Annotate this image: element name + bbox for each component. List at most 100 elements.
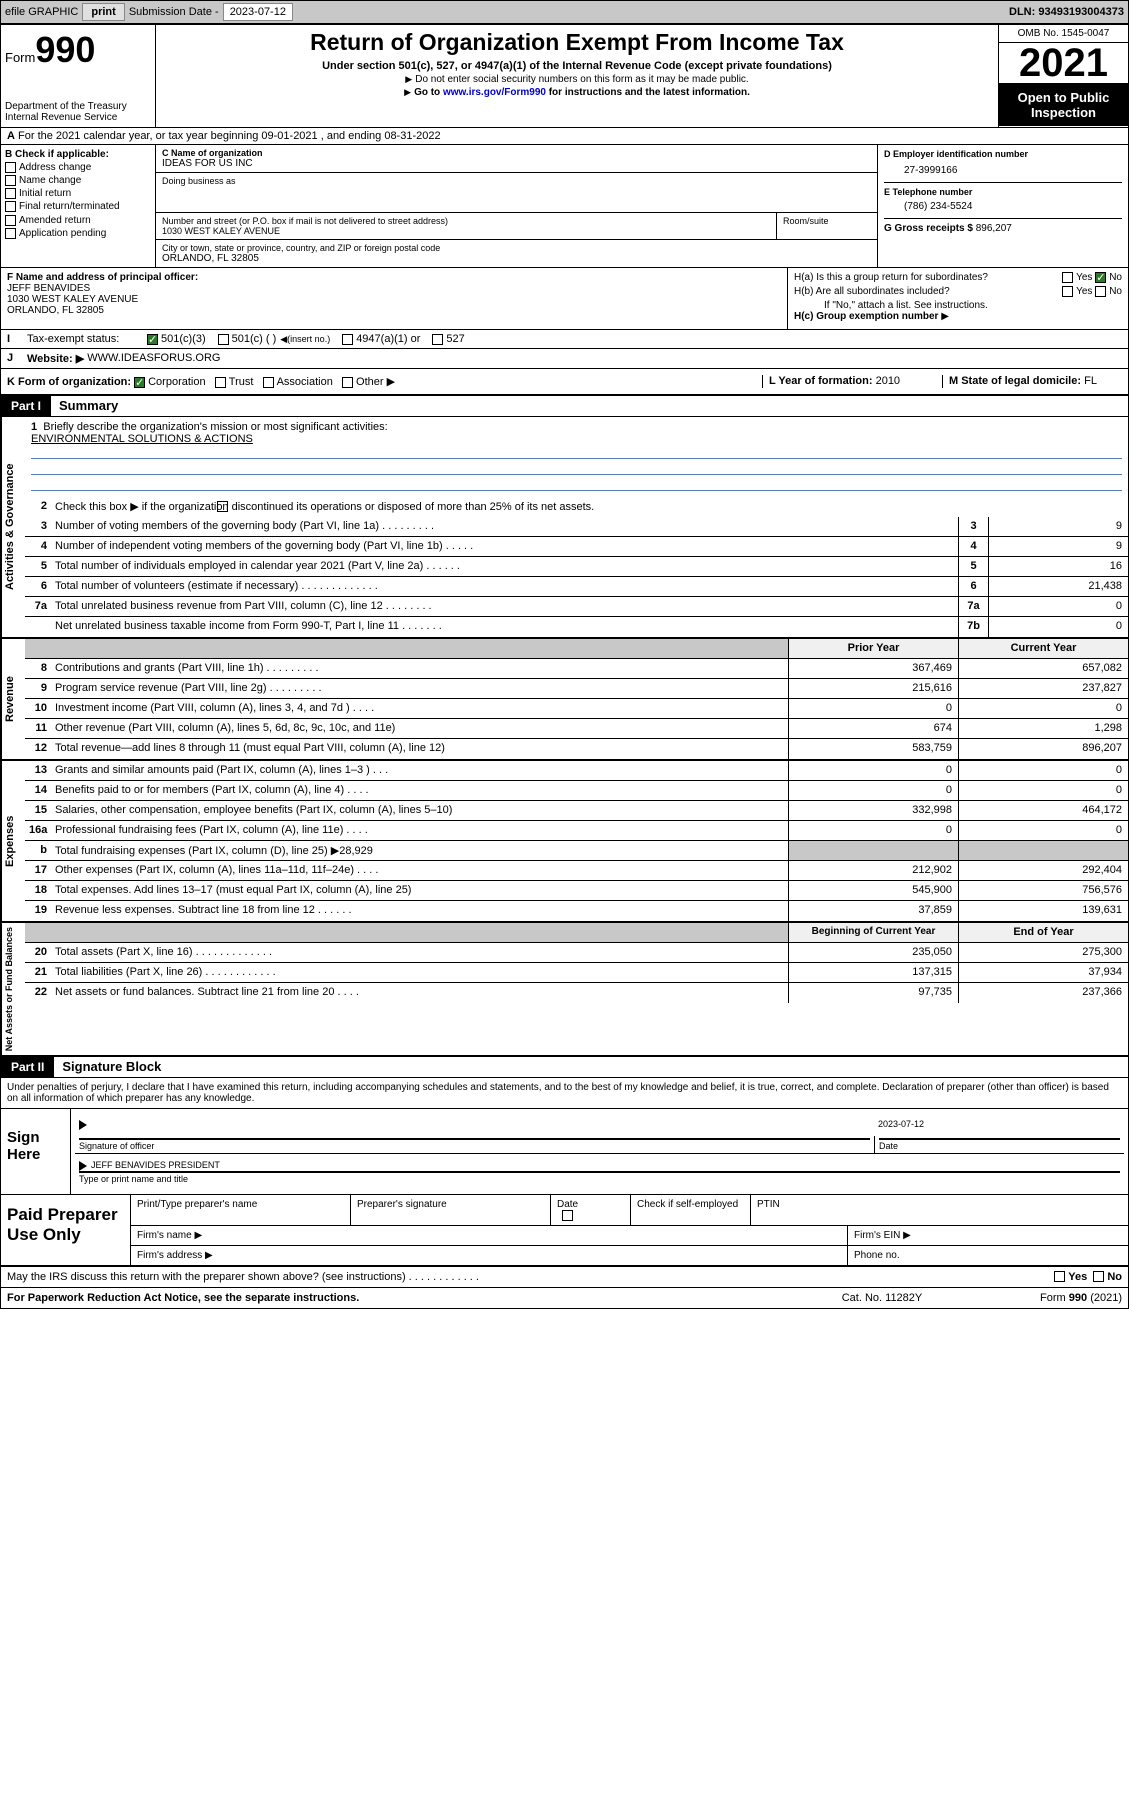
- cb-initial-return[interactable]: [5, 188, 16, 199]
- form-number: Form990: [5, 29, 151, 71]
- cb-ha-yes[interactable]: [1062, 272, 1073, 283]
- cb-line2[interactable]: [217, 501, 228, 512]
- sign-here-label: Sign Here: [1, 1109, 71, 1193]
- line-19: Revenue less expenses. Subtract line 18 …: [51, 901, 788, 921]
- dln: DLN: 93493193004373: [1009, 6, 1124, 18]
- print-button[interactable]: print: [82, 3, 124, 21]
- cb-trust[interactable]: [215, 377, 226, 388]
- line-17: Other expenses (Part IX, column (A), lin…: [51, 861, 788, 880]
- subtitle-1: Under section 501(c), 527, or 4947(a)(1)…: [162, 60, 992, 72]
- officer-printed-name: JEFF BENAVIDES PRESIDENT: [91, 1160, 220, 1170]
- hdr-beginning: Beginning of Current Year: [788, 923, 958, 942]
- line-22: Net assets or fund balances. Subtract li…: [51, 983, 788, 1003]
- c12: 896,207: [958, 739, 1128, 759]
- cb-corp[interactable]: [134, 377, 145, 388]
- tax-status-label: Tax-exempt status:: [27, 333, 147, 345]
- p21: 137,315: [788, 963, 958, 982]
- cb-501c[interactable]: [218, 334, 229, 345]
- col-b-checkboxes: B Check if applicable: Address change Na…: [1, 145, 156, 267]
- form-no-footer: Form 990 (2021): [972, 1292, 1122, 1304]
- sig-date-value: 2023-07-12: [874, 1117, 1124, 1132]
- c13: 0: [958, 761, 1128, 780]
- c11: 1,298: [958, 719, 1128, 738]
- cat-no: Cat. No. 11282Y: [792, 1292, 972, 1304]
- cb-hb-no[interactable]: [1095, 286, 1106, 297]
- hdr-prior: Prior Year: [788, 639, 958, 658]
- line-20: Total assets (Part X, line 16) . . . . .…: [51, 943, 788, 962]
- cb-self-employed[interactable]: [562, 1210, 573, 1221]
- c16a: 0: [958, 821, 1128, 840]
- p15: 332,998: [788, 801, 958, 820]
- line-4: Number of independent voting members of …: [51, 537, 958, 556]
- firm-name-label: Firm's name ▶: [131, 1226, 848, 1245]
- part-i-header: Part I: [1, 396, 51, 416]
- b-header: B Check if applicable:: [5, 149, 151, 160]
- org-name: IDEAS FOR US INC: [162, 158, 871, 169]
- line-10: Investment income (Part VIII, column (A)…: [51, 699, 788, 718]
- cb-name-change[interactable]: [5, 175, 16, 186]
- prep-name-label: Print/Type preparer's name: [131, 1195, 351, 1225]
- dept-treasury: Department of the Treasury: [5, 101, 151, 112]
- part-ii-title: Signature Block: [54, 1059, 161, 1074]
- val-7b: 0: [988, 617, 1128, 637]
- p11: 674: [788, 719, 958, 738]
- cb-527[interactable]: [432, 334, 443, 345]
- cb-address-change[interactable]: [5, 162, 16, 173]
- cb-app-pending[interactable]: [5, 228, 16, 239]
- pra-notice: For Paperwork Reduction Act Notice, see …: [7, 1292, 792, 1304]
- addr-label: Number and street (or P.O. box if mail i…: [162, 216, 770, 226]
- c22: 237,366: [958, 983, 1128, 1003]
- officer-addr2: ORLANDO, FL 32805: [7, 305, 781, 316]
- website-value: WWW.IDEASFORUS.ORG: [87, 352, 220, 365]
- row-a-tax-year: A For the 2021 calendar year, or tax yea…: [1, 128, 1128, 145]
- line-11: Other revenue (Part VIII, column (A), li…: [51, 719, 788, 738]
- tel-label: E Telephone number: [884, 187, 1122, 197]
- part-i-title: Summary: [51, 398, 118, 413]
- line-21: Total liabilities (Part X, line 26) . . …: [51, 963, 788, 982]
- cb-may-no[interactable]: [1093, 1271, 1104, 1282]
- p9: 215,616: [788, 679, 958, 698]
- year-formation-label: L Year of formation:: [769, 375, 873, 387]
- p17: 212,902: [788, 861, 958, 880]
- officer-addr1: 1030 WEST KALEY AVENUE: [7, 294, 781, 305]
- c18: 756,576: [958, 881, 1128, 900]
- irs-link[interactable]: www.irs.gov/Form990: [443, 87, 546, 98]
- val-7a: 0: [988, 597, 1128, 616]
- hdr-end: End of Year: [958, 923, 1128, 942]
- city-label: City or town, state or province, country…: [162, 243, 871, 253]
- cb-ha-no[interactable]: [1095, 272, 1106, 283]
- cb-assoc[interactable]: [263, 377, 274, 388]
- p12: 583,759: [788, 739, 958, 759]
- cb-amended[interactable]: [5, 215, 16, 226]
- cb-501c3[interactable]: [147, 334, 158, 345]
- note-goto: Go to www.irs.gov/Form990 for instructio…: [162, 87, 992, 98]
- part-ii-header: Part II: [1, 1057, 54, 1077]
- p20: 235,050: [788, 943, 958, 962]
- line-9: Program service revenue (Part VIII, line…: [51, 679, 788, 698]
- line-12: Total revenue—add lines 8 through 11 (mu…: [51, 739, 788, 759]
- submission-date: 2023-07-12: [223, 3, 293, 21]
- phone-label: Phone no.: [848, 1246, 1128, 1265]
- ein-label: D Employer identification number: [884, 149, 1122, 159]
- officer-label: F Name and address of principal officer:: [7, 272, 781, 283]
- city-value: ORLANDO, FL 32805: [162, 253, 871, 264]
- cb-hb-yes[interactable]: [1062, 286, 1073, 297]
- vtab-expenses: Expenses: [1, 761, 25, 921]
- cb-other[interactable]: [342, 377, 353, 388]
- submission-label: Submission Date -: [129, 6, 219, 18]
- name-arrow-icon: [79, 1161, 87, 1171]
- cb-final-return[interactable]: [5, 201, 16, 212]
- declaration-text: Under penalties of perjury, I declare th…: [1, 1078, 1128, 1109]
- p19: 37,859: [788, 901, 958, 921]
- hdr-current: Current Year: [958, 639, 1128, 658]
- ha-label: H(a) Is this a group return for subordin…: [794, 272, 1062, 283]
- c21: 37,934: [958, 963, 1128, 982]
- line-7b: Net unrelated business taxable income fr…: [51, 617, 958, 637]
- cb-may-yes[interactable]: [1054, 1271, 1065, 1282]
- year-formation: 2010: [876, 375, 900, 387]
- website-label: Website: ▶: [27, 352, 84, 365]
- p22: 97,735: [788, 983, 958, 1003]
- may-discuss: May the IRS discuss this return with the…: [7, 1271, 1054, 1283]
- line-13: Grants and similar amounts paid (Part IX…: [51, 761, 788, 780]
- cb-4947[interactable]: [342, 334, 353, 345]
